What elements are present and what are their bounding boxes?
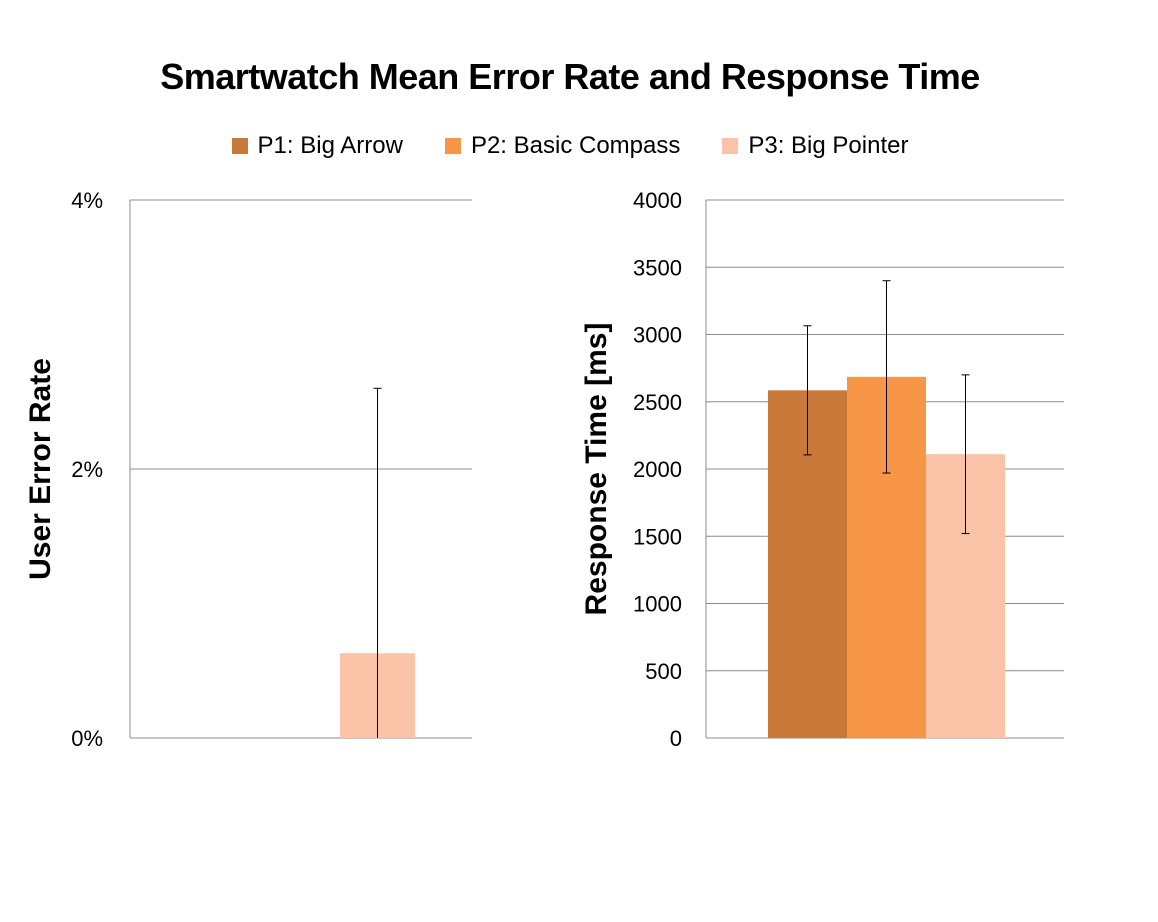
legend-swatch-p1: [231, 138, 248, 154]
y-tick-label: 4000: [633, 188, 682, 213]
y-axis-title: Response Time [ms]: [580, 323, 613, 616]
y-tick-label: 2%: [71, 457, 103, 482]
y-tick-label: 3000: [633, 323, 682, 348]
y-tick-label: 2000: [633, 457, 682, 482]
y-tick-label: 4%: [71, 188, 103, 213]
y-axis-title: User Error Rate: [24, 358, 57, 580]
y-tick-label: 0: [670, 726, 682, 751]
y-tick-label: 0%: [71, 726, 103, 751]
response-time-chart: 0 500 1000 1500 2000 2500 3000 3500 4000 Response…: [580, 188, 1064, 751]
chart-title: Smartwatch Mean Error Rate and Response …: [160, 56, 980, 97]
legend-label-p1: P1: Big Arrow: [257, 132, 403, 159]
y-tick-label: 500: [645, 659, 682, 684]
legend-item-p2: P2: Basic Compass: [444, 132, 681, 160]
legend-item-p3: P3: Big Pointer: [722, 132, 908, 160]
legend-label-p2: P2: Basic Compass: [470, 132, 681, 159]
legend-swatch-p2: [444, 138, 461, 154]
y-tick-label: 1000: [633, 592, 682, 617]
y-tick-label: 3500: [633, 255, 682, 280]
legend-item-p1: P1: Big Arrow: [231, 132, 403, 160]
error-rate-chart: 0% 2% 4% User Error Rate: [24, 188, 472, 751]
y-tick-label: 1500: [633, 524, 682, 549]
y-tick-label: 2500: [633, 390, 682, 415]
legend: P1: Big Arrow P2: Basic Compass P3: Big …: [0, 132, 1140, 160]
legend-label-p3: P3: Big Pointer: [748, 132, 909, 159]
legend-swatch-p3: [722, 138, 739, 154]
